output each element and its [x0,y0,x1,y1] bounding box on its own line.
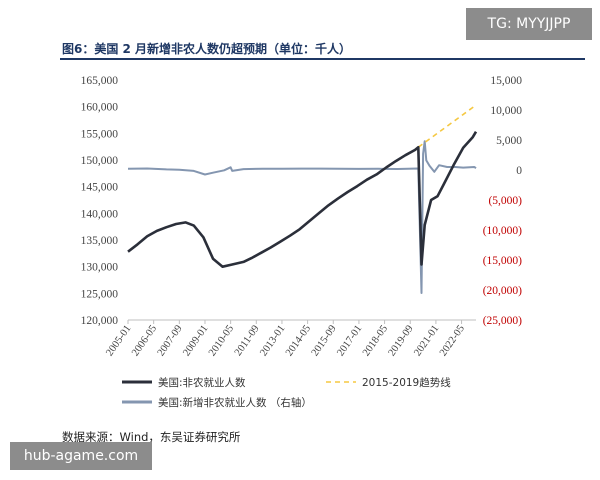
x-tick-label: 2009-01 [181,323,210,358]
y-left-tick-label: 150,000 [81,155,119,167]
watermark-tg: TG: MYYJJPP [466,8,592,40]
x-tick-label: 2017-01 [335,323,364,358]
x-tick-label: 2013-01 [258,323,287,358]
x-tick-label: 2015-09 [310,323,339,358]
y-right-tick-label: (15,000) [483,255,522,267]
x-tick-label: 2014-05 [284,323,313,358]
series-nonfarm-change-line [127,140,477,294]
y-right-tick-label: (25,000) [483,315,522,327]
source-note: 数据来源：Wind，东吴证券研究所 [62,430,241,444]
x-tick-label: 2019-09 [387,323,416,358]
y-left-tick-label: 155,000 [81,128,119,140]
x-tick-label: 2018-05 [361,323,390,358]
legend-label-employment: 美国:非农就业人数 [158,376,246,389]
y-left-tick-label: 165,000 [81,75,119,87]
legend-label-change: 美国:新增非农就业人数 （右轴） [158,396,312,409]
y-left-tick-label: 125,000 [81,288,119,300]
x-tick-label: 2007-09 [156,323,185,358]
y-right-tick-label: 5,000 [496,135,522,147]
x-tick-label: 2022-05 [438,323,467,358]
title-rule [60,58,585,60]
y-right-tick-label: 0 [516,165,522,177]
legend-label-trend: 2015-2019趋势线 [362,376,451,389]
watermark-hub: hub-agame.com [10,442,152,470]
x-tick-label: 2011-09 [233,323,262,358]
y-left-tick-label: 120,000 [81,315,119,327]
y-left-tick-label: 130,000 [81,262,119,274]
y-left-tick-label: 160,000 [81,102,119,114]
y-right-tick-label: 10,000 [490,105,522,117]
series-nonfarm-employment-line [127,131,478,268]
y-right-tick-label: (20,000) [483,285,522,297]
x-tick-label: 2010-05 [207,323,236,358]
figure-title: 图6：美国 2 月新增非农人数仍超预期（单位：千人） [62,42,352,56]
y-left-tick-label: 135,000 [81,235,119,247]
y-right-tick-label: (5,000) [488,195,522,207]
x-tick-label: 2006-05 [130,323,159,358]
y-left-tick-label: 145,000 [81,182,119,194]
x-tick-label: 2005-01 [104,323,133,358]
x-tick-label: 2021-01 [412,323,441,358]
series-trend-line [417,104,477,148]
y-right-tick-label: 15,000 [490,75,522,87]
y-left-tick-label: 140,000 [81,208,119,220]
y-right-tick-label: (10,000) [483,225,522,237]
